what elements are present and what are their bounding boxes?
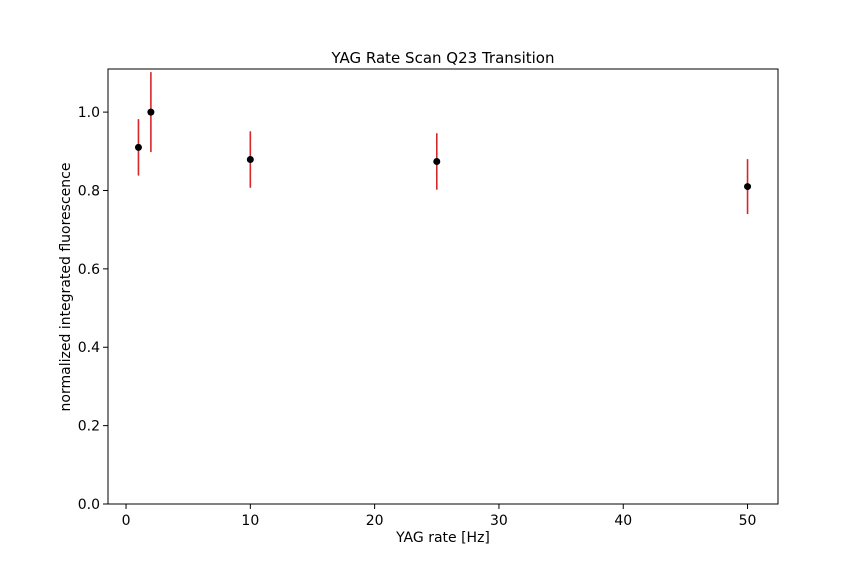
x-axis: 0 10 20 30 40 50 bbox=[122, 504, 757, 529]
data-point bbox=[744, 183, 752, 191]
y-tick-label: 1.0 bbox=[78, 105, 100, 121]
x-tick-label: 50 bbox=[739, 513, 757, 529]
x-tick-label: 0 bbox=[122, 513, 131, 529]
x-tick-label: 20 bbox=[366, 513, 384, 529]
y-tick-label: 0.2 bbox=[78, 419, 100, 435]
chart-title: YAG Rate Scan Q23 Transition bbox=[331, 49, 555, 67]
x-axis-label: YAG rate [Hz] bbox=[395, 530, 490, 546]
data-point bbox=[147, 108, 155, 116]
data-point bbox=[433, 157, 441, 165]
data-point bbox=[134, 143, 142, 151]
y-tick-label: 0.0 bbox=[78, 497, 100, 513]
x-tick-label: 30 bbox=[490, 513, 508, 529]
y-tick-label: 0.6 bbox=[78, 262, 100, 278]
axes-frame bbox=[107, 68, 779, 505]
y-axis: 0.0 0.2 0.4 0.6 0.8 1.0 bbox=[78, 105, 108, 513]
data-point bbox=[246, 156, 254, 164]
y-axis-label: normalized integrated fluorescence bbox=[58, 163, 74, 412]
plot-area bbox=[107, 68, 779, 505]
x-tick-label: 40 bbox=[614, 513, 632, 529]
y-tick-label: 0.4 bbox=[78, 340, 100, 356]
y-tick-label: 0.8 bbox=[78, 183, 100, 199]
x-tick-label: 10 bbox=[241, 513, 259, 529]
